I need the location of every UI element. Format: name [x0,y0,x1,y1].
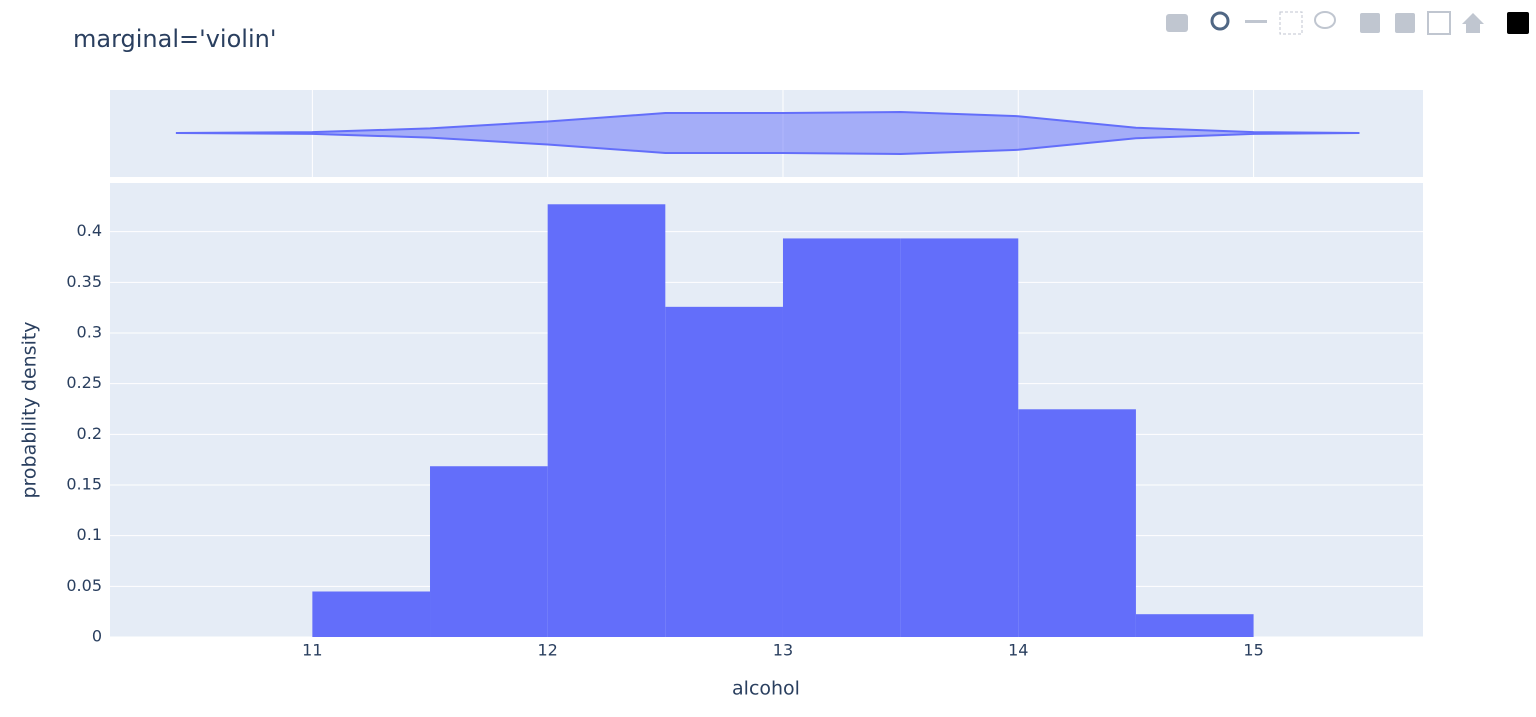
y-tick-label: 0.35 [66,272,102,291]
y-tick-label: 0.05 [66,576,102,595]
x-tick-label: 11 [302,641,322,660]
y-tick-label: 0.2 [77,424,102,443]
bar [430,466,548,637]
y-tick-label: 0.1 [77,525,102,544]
select-button[interactable] [1279,11,1303,35]
bar [547,204,666,637]
violin [175,110,1360,156]
x-tick-label: 14 [1008,641,1028,660]
bar [312,591,431,637]
x-axis-title: alcohol [732,678,800,700]
bar [900,238,1019,637]
camera-button[interactable] [1166,14,1188,32]
y-tick-label: 0.4 [77,221,102,240]
y-tick-label: 0 [92,627,102,646]
x-tick-label: 12 [537,641,557,660]
y-axis-title: probability density [19,321,41,498]
zoom-out-button[interactable] [1395,13,1415,33]
autoscale-button[interactable] [1427,11,1451,35]
lasso-button[interactable] [1314,11,1336,29]
zoom-in-button[interactable] [1360,13,1380,33]
y-tick-label: 0.25 [66,373,102,392]
chart-title: marginal='violin' [73,25,276,53]
x-tick-label: 13 [773,641,793,660]
plotly-logo[interactable] [1507,12,1529,34]
zoom-button[interactable] [1210,11,1230,31]
reset-button[interactable] [1462,13,1484,33]
x-tick-label: 15 [1243,641,1263,660]
bar [782,238,901,637]
y-tick-label: 0.15 [66,474,102,493]
pan-button[interactable] [1245,20,1267,23]
bar [1018,409,1136,637]
bar [1135,614,1254,637]
modebar [1166,11,1529,35]
bar [665,306,783,637]
y-tick-label: 0.3 [77,322,102,341]
